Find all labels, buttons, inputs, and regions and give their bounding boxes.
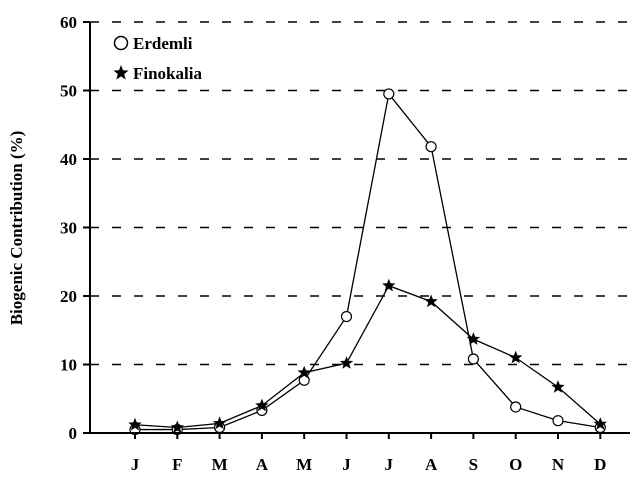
series-line-erdemli [135,92,601,431]
data-point-finokalia [297,365,311,379]
x-tick-label: J [385,455,394,474]
legend: Erdemli Finokalia [113,34,202,83]
x-tick-label: D [594,455,606,474]
data-point-finokalia [509,350,523,364]
y-tick-label: 10 [60,356,77,375]
data-point-finokalia [128,417,142,431]
data-point-finokalia [424,294,438,308]
data-point-finokalia [170,420,184,434]
x-tick-label: M [212,455,228,474]
x-tick-label: S [469,455,478,474]
data-point-finokalia [212,416,227,430]
legend-star-icon [113,65,129,80]
x-tick-label: N [552,455,565,474]
x-tick-label: O [509,455,522,474]
data-point-erdemli [510,401,522,413]
y-axis-ticks: 0 10 20 30 40 50 60 [60,13,90,443]
data-point-finokalia [382,278,396,292]
x-tick-label: F [172,455,182,474]
data-point-finokalia [593,417,607,430]
data-point-finokalia [466,332,481,345]
x-tick-label: J [342,455,351,474]
data-point-erdemli [340,310,353,323]
data-point-finokalia [339,356,354,369]
gridlines [90,21,630,366]
data-point-erdemli [467,353,479,365]
x-tick-label: A [425,455,438,474]
y-tick-label: 20 [60,287,77,306]
y-tick-label: 60 [60,13,77,32]
data-point-erdemli [552,415,564,427]
x-tick-label: A [256,455,269,474]
legend-circle-icon [113,35,129,51]
legend-label-finokalia: Finokalia [133,64,202,83]
y-tick-label: 30 [60,219,77,238]
x-tick-label: J [131,455,140,474]
data-point-erdemli [383,88,395,100]
y-axis-title: Biogenic Contribution (%) [7,131,26,326]
series-markers [128,88,607,436]
x-tick-label: M [296,455,312,474]
data-point-erdemli [425,141,437,153]
data-point-finokalia [255,398,269,412]
series-line-finokalia [134,284,601,429]
y-tick-label: 40 [60,150,77,169]
y-tick-label: 0 [69,424,78,443]
series-lines [134,92,601,431]
y-tick-label: 50 [60,82,77,101]
legend-label-erdemli: Erdemli [133,34,193,53]
data-point-finokalia [551,380,565,393]
